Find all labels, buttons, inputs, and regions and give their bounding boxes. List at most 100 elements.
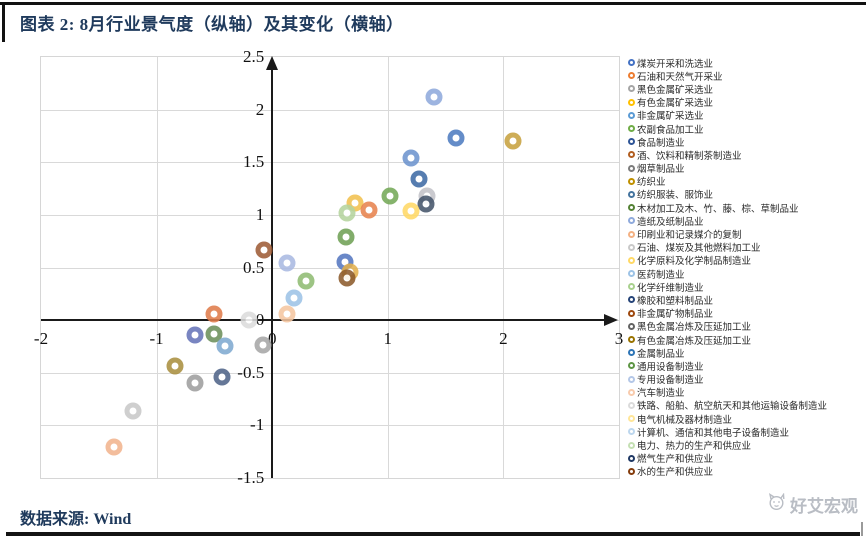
scatter-point (338, 269, 356, 287)
legend-marker-icon (628, 296, 635, 304)
y-tick-label: 0.5 (242, 257, 265, 277)
watermark: 好艾宏观 (767, 492, 858, 517)
scatter-point (166, 357, 184, 375)
scatter-point (410, 170, 428, 188)
legend-label: 水的生产和供应业 (637, 467, 714, 479)
gridline-horizontal (41, 109, 619, 111)
scatter-point (447, 129, 465, 147)
legend-item: 化学纤维制造业 (628, 280, 866, 294)
legend-marker-icon (628, 190, 635, 198)
legend-marker-icon (628, 243, 635, 251)
y-tick-label: 1.5 (242, 152, 265, 172)
scatter-point (124, 402, 142, 420)
legend-marker-icon (628, 388, 635, 396)
legend-item: 非金属矿物制品业 (628, 307, 866, 320)
x-axis-arrow-icon (604, 314, 618, 327)
x-tick-label: 0 (267, 329, 277, 349)
legend-item: 医药制造业 (628, 267, 866, 281)
x-tick-label: 1 (383, 329, 393, 349)
legend-label: 有色金属冶炼及压延加工业 (637, 335, 752, 347)
legend-label: 石油和天然气开采业 (637, 71, 723, 83)
legend-item: 橡胶和塑料制品业 (628, 293, 866, 307)
legend-label: 化学原料及化学制品制造业 (637, 256, 752, 268)
y-tick-label: 2.5 (242, 47, 265, 66)
x-tick-label: 2 (499, 329, 508, 349)
scatter-point (402, 149, 420, 167)
scatter-point (278, 305, 296, 323)
legend-marker-icon (628, 59, 635, 67)
legend-item: 通用设备制造业 (628, 359, 866, 373)
gridline-horizontal (41, 372, 619, 374)
legend-marker-icon (628, 428, 635, 436)
x-axis-line (41, 319, 609, 321)
scatter-point (186, 374, 204, 392)
gridline-horizontal (41, 267, 619, 269)
legend: 煤炭开采和洗选业 石油和天然气开采业 黑色金属矿采选业 有色金属矿采选业 非金属矿采选业… (628, 56, 866, 478)
data-source-note: 数据来源: Wind (20, 511, 132, 528)
legend-marker-icon (628, 217, 635, 225)
legend-marker-icon (628, 375, 635, 383)
legend-item: 木材加工及木、竹、藤、棕、草制品业 (628, 201, 866, 215)
x-tick-label: -2 (33, 329, 49, 349)
gridline-horizontal (41, 214, 619, 216)
legend-label: 黑色金属矿采选业 (637, 84, 714, 96)
legend-marker-icon (628, 98, 635, 106)
legend-label: 食品制造业 (637, 137, 685, 149)
scatter-point (285, 289, 303, 307)
legend-label: 酒、饮料和精制茶制造业 (637, 150, 742, 162)
legend-item: 纺织服装、服饰业 (628, 188, 866, 201)
y-tick-label: -0.5 (237, 362, 265, 382)
legend-label: 燃气生产和供应业 (637, 454, 714, 466)
scatter-point (205, 305, 223, 323)
legend-label: 非金属矿采选业 (637, 111, 704, 123)
legend-item: 计算机、通信和其他电子设备制造业 (628, 425, 866, 439)
scatter-point (278, 254, 296, 272)
legend-label: 非金属矿物制品业 (637, 309, 714, 321)
legend-label: 烟草制品业 (637, 164, 685, 176)
legend-marker-icon (628, 230, 635, 238)
scatter-point (360, 201, 378, 219)
legend-item: 石油、煤炭及其他燃料加工业 (628, 241, 866, 254)
scatter-point (337, 228, 355, 246)
legend-item: 燃气生产和供应业 (628, 452, 866, 465)
scatter-point (240, 311, 258, 329)
legend-item: 非金属矿采选业 (628, 109, 866, 122)
scatter-point (205, 325, 223, 343)
legend-marker-icon (628, 441, 635, 449)
legend-label: 橡胶和塑料制品业 (637, 295, 714, 307)
legend-marker-icon (628, 401, 635, 409)
legend-item: 水的生产和供应业 (628, 465, 866, 478)
scatter-point (297, 272, 315, 290)
legend-item: 煤炭开采和洗选业 (628, 56, 866, 70)
scatter-point (105, 438, 123, 456)
legend-marker-icon (628, 322, 635, 330)
legend-marker-icon (628, 85, 635, 93)
bottom-border-rule (6, 532, 860, 536)
legend-marker-icon (628, 309, 635, 317)
legend-label: 汽车制造业 (637, 388, 685, 400)
y-tick-label: 0 (255, 310, 265, 330)
legend-label: 煤炭开采和洗选业 (637, 58, 714, 70)
figure-title: 图表 2: 8月行业景气度（纵轴）及其变化（横轴） (20, 15, 404, 34)
legend-item: 黑色金属矿采选业 (628, 82, 866, 96)
legend-marker-icon (628, 415, 635, 423)
legend-item: 专用设备制造业 (628, 373, 866, 386)
cat-logo-icon (767, 492, 787, 516)
y-tick-label: 2 (255, 99, 265, 119)
legend-label: 金属制品业 (637, 348, 685, 360)
legend-marker-icon (628, 349, 635, 357)
watermark-text: 好艾宏观 (790, 497, 858, 517)
legend-item: 烟草制品业 (628, 162, 866, 175)
legend-marker-icon (628, 283, 635, 291)
legend-label: 纺织业 (637, 177, 666, 189)
legend-label: 铁路、船舶、航空航天和其他运输设备制造业 (637, 401, 828, 413)
legend-item: 电气机械及器材制造业 (628, 412, 866, 426)
legend-marker-icon (628, 151, 635, 159)
legend-marker-icon (628, 454, 635, 462)
x-tick-label: -1 (149, 329, 164, 349)
gridline-horizontal (41, 162, 619, 164)
legend-label: 有色金属矿采选业 (637, 98, 714, 110)
legend-marker-icon (628, 336, 635, 344)
scatter-point (255, 241, 273, 259)
